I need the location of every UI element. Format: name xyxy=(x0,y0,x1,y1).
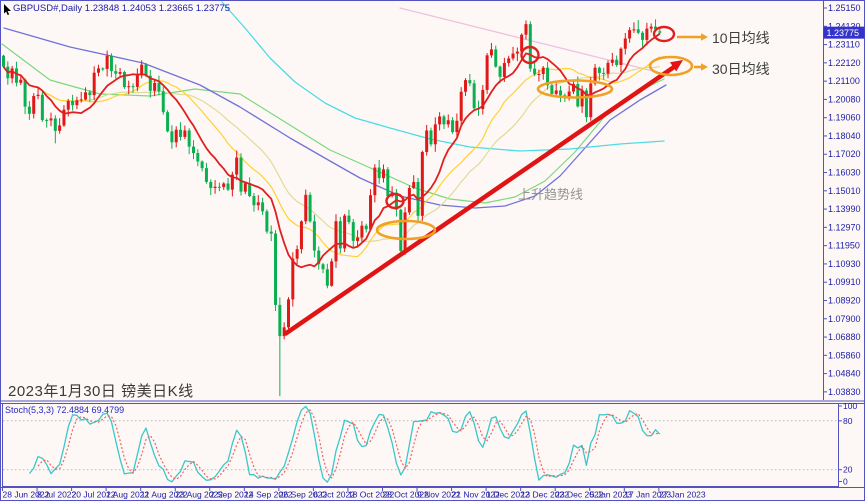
date-tick-label: 23 Dec 2022 xyxy=(555,490,603,500)
price-tick-label: 1.16030 xyxy=(828,168,861,178)
stoch-scale-label: 20 xyxy=(843,465,853,475)
price-tick-label: 1.22120 xyxy=(828,58,861,68)
chart-caption: 2023年1月30日 镑美日K线 xyxy=(8,383,194,400)
candles xyxy=(2,19,662,397)
price-tick-label: 1.24130 xyxy=(828,21,861,31)
stoch-signal-line xyxy=(37,409,660,480)
ma-cyan xyxy=(221,1,665,152)
pink-line xyxy=(399,7,658,73)
date-tick-label: 27 Jan 2023 xyxy=(659,490,706,500)
date-tick-label: 6 Oct 2022 xyxy=(313,490,355,500)
ma20-line xyxy=(3,56,661,258)
price-tick-label: 1.09910 xyxy=(828,277,861,287)
date-tick-label: 9 Nov 2022 xyxy=(417,490,461,500)
red-circle-annotation[interactable] xyxy=(385,192,405,210)
price-tick-label: 1.05860 xyxy=(828,350,861,360)
stochastic-panel[interactable] xyxy=(3,405,838,483)
quote-line: GBPUSD#,Daily 1.23848 1.24053 1.23665 1.… xyxy=(13,3,231,14)
current-price-label: 1.23775 xyxy=(827,28,860,38)
orange-ellipse-annotation[interactable] xyxy=(648,55,694,77)
date-tick-label: 11 Aug 2022 xyxy=(141,490,188,500)
cursor-icon xyxy=(3,2,12,20)
date-tick-label: 13 Dec 2022 xyxy=(521,490,569,500)
stoch-main-line xyxy=(28,405,661,483)
date-tick-label: 2 Sep 2022 xyxy=(210,490,254,500)
price-tick-label: 1.11950 xyxy=(828,241,860,251)
orange-arrow-icon xyxy=(694,63,708,71)
price-tick-label: 1.21100 xyxy=(828,76,860,86)
red-circle-annotation[interactable] xyxy=(652,25,676,43)
price-tick-label: 1.19060 xyxy=(828,113,861,123)
date-tick-label: 23 Aug 2022 xyxy=(175,490,223,500)
date-tick-label: 20 Jul 2022 xyxy=(72,490,116,500)
price-tick-label: 1.20080 xyxy=(828,94,861,104)
red-circle-annotation[interactable] xyxy=(520,45,540,65)
price-tick-label: 1.23110 xyxy=(828,40,860,50)
orange-ellipse-annotation[interactable] xyxy=(536,79,614,99)
stoch-scale-label: 100 xyxy=(843,401,857,411)
current-price-tag xyxy=(823,26,865,39)
trend-line[interactable] xyxy=(283,60,683,336)
stoch-scale-label: 80 xyxy=(843,416,853,426)
orange-arrow-icon xyxy=(677,33,708,41)
ma10-annotation: 10日均线 xyxy=(712,30,770,46)
date-tick-label: 1 Dec 2022 xyxy=(486,490,530,500)
ma-green xyxy=(1,43,665,204)
stoch-pane-frame xyxy=(2,403,839,487)
date-tick-label: 1 Aug 2022 xyxy=(106,490,149,500)
price-tick-label: 1.12970 xyxy=(828,222,861,232)
long-ma-lines xyxy=(1,1,667,258)
date-tick-label: 18 Oct 2022 xyxy=(348,490,395,500)
price-tick-label: 1.18040 xyxy=(828,131,861,141)
price-tick-label: 1.13990 xyxy=(828,204,861,214)
date-tick-label: 17 Jan 2023 xyxy=(624,490,671,500)
orange-ellipse-annotation[interactable] xyxy=(375,219,437,241)
trendline-annotation: 上升趋势线 xyxy=(518,187,584,202)
stoch-label: Stoch(5,3,3) 72.4884 69.4799 xyxy=(5,405,125,415)
date-tick-label: 21 Nov 2022 xyxy=(452,490,500,500)
price-tick-label: 1.17020 xyxy=(828,149,861,159)
price-tick-label: 1.04840 xyxy=(828,369,861,379)
price-tick-label: 1.15010 xyxy=(828,186,861,196)
trend-arrow-head xyxy=(669,60,683,72)
ma30-annotation: 30日均线 xyxy=(712,61,770,77)
date-tick-label: 28 Jun 2022 xyxy=(3,490,50,500)
price-axis[interactable]: 1.25150 1.24130 1.23110 1.22120 1.21100 1.200… xyxy=(823,3,865,487)
date-tick-label: 8 Jul 2022 xyxy=(37,490,76,500)
ma-blue xyxy=(3,27,667,209)
price-tick-label: 1.10930 xyxy=(828,259,861,269)
stoch-scale-label: 0 xyxy=(843,477,848,487)
date-tick-label: 14 Sep 2022 xyxy=(244,490,292,500)
price-tick-label: 1.25150 xyxy=(828,3,861,13)
date-tick-label: 5 Jan 2023 xyxy=(590,490,632,500)
price-tick-label: 1.07900 xyxy=(828,314,861,324)
price-tick-label: 1.08920 xyxy=(828,295,861,305)
price-tick-label: 1.06880 xyxy=(828,332,861,342)
price-tick-label: 1.03830 xyxy=(828,387,861,397)
ma10-line xyxy=(2,32,661,269)
date-tick-label: 26 Sep 2022 xyxy=(279,490,327,500)
date-tick-label: 28 Oct 2022 xyxy=(382,490,429,500)
